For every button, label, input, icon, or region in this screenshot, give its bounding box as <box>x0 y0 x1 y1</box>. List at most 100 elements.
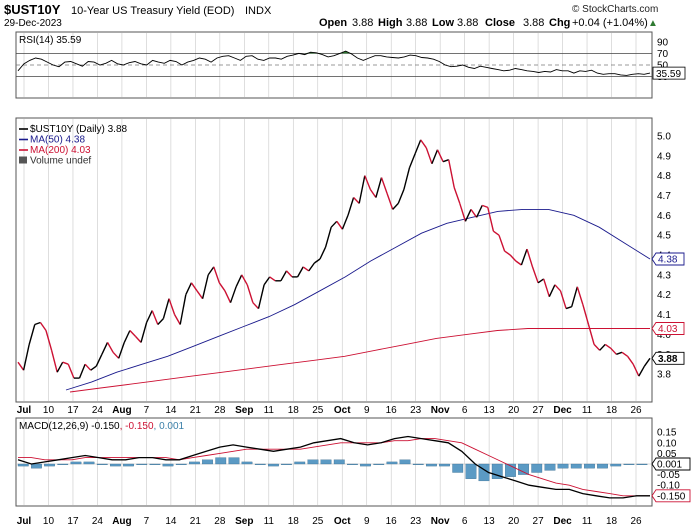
x-tick-label: 25 <box>312 405 324 416</box>
close-label: Close <box>485 17 515 29</box>
macd-histogram-bar <box>399 459 411 465</box>
x-tick-label: 7 <box>144 405 150 416</box>
price-tag-text: 4.03 <box>658 324 678 335</box>
price-segment <box>313 258 321 264</box>
price-segment <box>168 298 176 315</box>
price-segment <box>151 310 159 325</box>
macd-histogram-bar <box>623 463 635 465</box>
chart-header: $UST10Y 10-Year US Treasury Yield (EOD) … <box>4 2 658 29</box>
rsi-value-tag-box <box>652 66 686 80</box>
price-segment <box>543 278 550 297</box>
macd-histogram-bar <box>347 463 358 465</box>
rsi-legend: RSI(14) 35.59 <box>19 35 82 46</box>
price-segment <box>45 330 53 351</box>
price-segment <box>34 321 41 326</box>
x-tick-label: Dec <box>553 516 572 527</box>
macd-histogram-bar <box>439 463 450 467</box>
macd-histogram-bar <box>636 463 648 465</box>
macd-last-value-tags: 0.001 -0.150 <box>651 457 691 502</box>
open-label: Open <box>319 17 347 29</box>
macd-histogram-bar <box>202 459 213 465</box>
x-tick-label: 24 <box>92 516 104 527</box>
price-segment <box>397 189 405 204</box>
price-tag-box <box>651 322 685 335</box>
price-segment <box>492 230 500 236</box>
ma200-series <box>69 328 650 393</box>
macd-histogram-bar <box>584 463 595 469</box>
macd-histogram-bar <box>505 463 516 477</box>
x-tick-label: 14 <box>165 516 177 527</box>
rsi-y-tick-label: 70 <box>657 49 669 60</box>
price-segment <box>509 254 517 262</box>
macd-y-tick-label: 0.15 <box>657 428 677 439</box>
macd-series <box>17 435 650 499</box>
price-segment <box>481 204 489 209</box>
price-segment <box>559 290 567 309</box>
price-segment <box>392 202 399 210</box>
price-segment <box>571 286 578 307</box>
price-segment <box>129 330 137 337</box>
price-segment <box>101 342 109 355</box>
macd-histogram-bar <box>452 463 464 473</box>
price-segment <box>526 248 534 268</box>
price-y-tick-label: 4.5 <box>657 231 671 242</box>
x-tick-label: 18 <box>288 405 300 416</box>
price-segment <box>336 220 343 230</box>
macd-histogram-bar <box>307 459 319 465</box>
x-tick-label: 10 <box>43 405 55 416</box>
price-segment <box>118 342 125 359</box>
x-tick-label: 20 <box>508 516 520 527</box>
macd-legend: MACD(12,26,9) -0.150, -0.150, 0.001 <box>19 421 185 432</box>
price-segment <box>369 189 377 198</box>
symbol: $UST10Y <box>4 2 61 17</box>
price-segment <box>470 208 478 218</box>
price-panel: 5.04.94.84.74.64.54.44.34.24.14.03.93.8 … <box>15 117 685 403</box>
price-segment <box>17 361 25 371</box>
chg-label: Chg <box>549 17 570 29</box>
open-value: 3.88 <box>352 17 373 29</box>
price-segment <box>106 342 114 353</box>
x-tick-label: 28 <box>214 405 226 416</box>
macd-histogram-bar <box>570 463 582 469</box>
price-y-tick-label: 3.8 <box>657 370 671 381</box>
price-segment <box>39 322 47 331</box>
x-tick-label: 6 <box>462 516 468 527</box>
x-tick-label: 17 <box>67 516 79 527</box>
x-tick-label: 17 <box>67 405 79 416</box>
x-tick-label: 9 <box>364 405 370 416</box>
price-segment <box>50 350 58 373</box>
price-segment <box>330 220 338 228</box>
price-segment <box>162 298 170 319</box>
x-tick-label: Dec <box>553 405 572 416</box>
macd-histogram-bar <box>268 463 279 467</box>
x-tick-label: 26 <box>630 405 642 416</box>
price-segment <box>157 318 164 325</box>
price-line <box>17 139 651 379</box>
price-segment <box>280 270 288 282</box>
price-segment <box>78 363 86 379</box>
price-segment <box>375 177 383 198</box>
instrument-name: 10-Year US Treasury Yield (EOD) <box>71 5 234 17</box>
price-x-axis: Jul 10 17 24 Aug 7 14 21 28 Sep 11 18 25 Oct 9 16 23 Nov 6… <box>17 405 642 416</box>
price-segment <box>565 306 572 310</box>
price-segment <box>90 365 97 371</box>
price-segment <box>386 193 394 210</box>
macd-histogram-bar <box>518 463 529 475</box>
price-segment <box>67 363 75 379</box>
x-tick-label: 27 <box>533 405 545 416</box>
price-grid <box>23 119 637 401</box>
macd-histogram-bar <box>136 463 148 465</box>
x-tick-label: 18 <box>288 516 300 527</box>
watermark: © StockCharts.com <box>572 4 658 15</box>
price-segment <box>453 187 461 204</box>
price-segment <box>257 284 265 309</box>
macd-histogram-bar <box>83 461 95 465</box>
price-segment <box>145 310 153 323</box>
macd-histogram-bar <box>320 459 332 465</box>
price-tag-box <box>651 252 685 266</box>
macd-line <box>17 435 650 499</box>
macd-y-tick-label: -0.10 <box>657 481 680 492</box>
x-tick-label: 25 <box>312 516 324 527</box>
macd-histogram-bar <box>426 463 437 467</box>
x-tick-label: 23 <box>410 516 422 527</box>
